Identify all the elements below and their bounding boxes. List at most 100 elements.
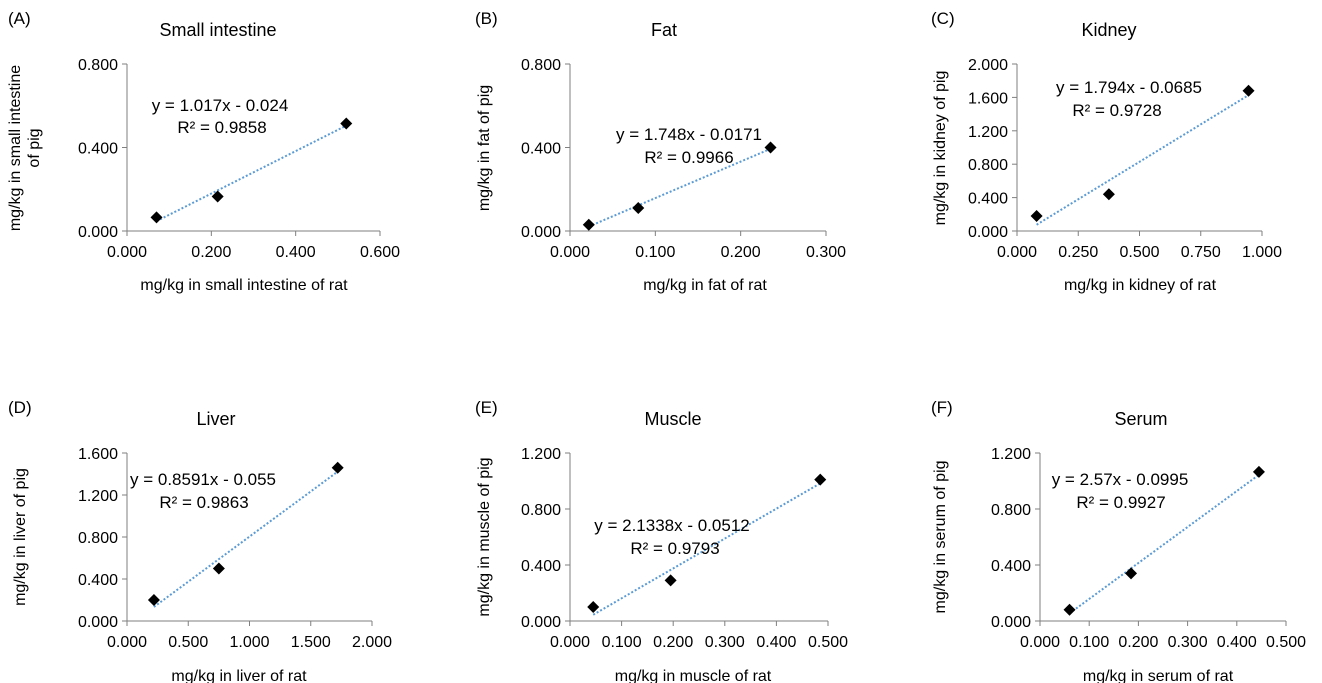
- chart-title: Liver: [196, 409, 235, 429]
- data-point: [1063, 603, 1076, 616]
- x-tick-label: 0.000: [997, 244, 1037, 261]
- x-tick-label: 0.750: [1181, 244, 1221, 261]
- data-point: [340, 117, 353, 130]
- x-tick-label: 1.000: [229, 634, 269, 651]
- y-tick-label: 0.800: [521, 57, 561, 74]
- x-tick-label: 0.250: [1058, 244, 1098, 261]
- x-tick-label: 0.100: [602, 634, 642, 651]
- panel-label: (D): [8, 398, 32, 417]
- trendline-equation: y = 1.017x - 0.024: [152, 96, 289, 115]
- x-tick-label: 0.500: [168, 634, 208, 651]
- r-squared-label: R² = 0.9728: [1072, 101, 1161, 120]
- data-point: [1030, 209, 1043, 222]
- x-tick-label: 0.200: [653, 634, 693, 651]
- trendline: [588, 147, 771, 228]
- x-tick-label: 2.000: [352, 634, 392, 651]
- x-tick-label: 0.500: [1266, 634, 1306, 651]
- r-squared-label: R² = 0.9793: [630, 539, 719, 558]
- x-tick-label: 0.200: [1118, 634, 1158, 651]
- scatter-panel-f: (F) Serum 0.000 0.400 0.800 1.200 0.000 0.100 0.…: [931, 398, 1306, 683]
- y-tick-label: 0.000: [521, 224, 561, 241]
- y-axis-label: mg/kg in fat of pig: [476, 85, 493, 211]
- y-tick-label: 0.400: [991, 558, 1031, 575]
- trendline: [156, 124, 347, 223]
- data-point: [1102, 188, 1115, 201]
- chart-title: Serum: [1114, 409, 1167, 429]
- x-tick-label: 0.000: [550, 634, 590, 651]
- scatter-panel-a: (A) Small intestine 0.000 0.400 0.800 0.000 0.…: [7, 9, 400, 294]
- data-point: [632, 202, 645, 215]
- y-tick-label: 1.600: [968, 90, 1008, 107]
- trendline: [1068, 474, 1260, 615]
- y-tick-label: 0.400: [521, 141, 561, 158]
- x-tick-label: 0.100: [1069, 634, 1109, 651]
- panel-label: (B): [475, 9, 498, 28]
- x-axis-label: mg/kg in fat of rat: [643, 277, 767, 294]
- x-tick-label: 0.000: [550, 244, 590, 261]
- data-point: [1242, 84, 1255, 97]
- panel-label: (F): [931, 398, 953, 417]
- x-tick-label: 0.200: [721, 244, 761, 261]
- x-axis-label: mg/kg in muscle of rat: [615, 668, 772, 683]
- y-tick-label: 0.000: [991, 614, 1031, 631]
- y-tick-label: 0.400: [78, 572, 118, 589]
- y-axis-label: mg/kg in kidney of pig: [932, 71, 949, 226]
- y-axis-label: mg/kg in small intestine of pig: [7, 65, 43, 231]
- y-tick-label: 1.200: [521, 446, 561, 463]
- y-axis-label: mg/kg in serum of pig: [932, 461, 949, 614]
- chart-title: Kidney: [1081, 20, 1136, 40]
- data-point: [587, 601, 600, 613]
- x-tick-label: 0.400: [276, 244, 316, 261]
- y-tick-label: 0.800: [521, 502, 561, 519]
- x-tick-label: 0.600: [360, 244, 400, 261]
- y-tick-label: 0.000: [78, 614, 118, 631]
- x-axis-label: mg/kg in kidney of rat: [1064, 277, 1217, 294]
- scatter-panel-d: (D) Liver 0.000 0.400 0.800 1.200 1.600 0.000 0.…: [8, 398, 392, 683]
- scatter-panel-b: (B) Fat 0.000 0.400 0.800 0.000 0.100 0.200 0.30…: [475, 9, 846, 294]
- y-axis-label: mg/kg in muscle of pig: [476, 457, 493, 616]
- data-point: [664, 574, 677, 587]
- trendline-equation: y = 0.8591x - 0.055: [130, 470, 276, 489]
- data-point: [147, 594, 160, 606]
- x-tick-label: 0.500: [1119, 244, 1159, 261]
- x-tick-label: 0.300: [806, 244, 846, 261]
- r-squared-label: R² = 0.9927: [1076, 493, 1165, 512]
- panel-label: (A): [8, 9, 31, 28]
- data-point: [331, 461, 344, 474]
- panel-label: (C): [931, 9, 955, 28]
- r-squared-label: R² = 0.9966: [644, 148, 733, 167]
- trendline: [1036, 94, 1250, 226]
- trendline-equation: y = 1.794x - 0.0685: [1056, 78, 1202, 97]
- r-squared-label: R² = 0.9863: [159, 493, 248, 512]
- y-tick-label: 1.200: [78, 488, 118, 505]
- y-tick-label: 0.800: [78, 530, 118, 547]
- y-tick-label: 0.000: [521, 614, 561, 631]
- panel-label: (E): [475, 398, 498, 417]
- data-point: [764, 141, 777, 154]
- y-tick-label: 1.600: [78, 446, 118, 463]
- x-tick-label: 0.000: [1020, 634, 1060, 651]
- data-point: [582, 218, 595, 231]
- trendline-equation: y = 2.57x - 0.0995: [1052, 470, 1189, 489]
- scatter-panel-e: (E) Muscle 0.000 0.400 0.800 1.200 0.000 0.100 0…: [475, 398, 848, 683]
- x-tick-label: 0.100: [635, 244, 675, 261]
- x-tick-label: 1.500: [291, 634, 331, 651]
- x-tick-label: 0.400: [1217, 634, 1257, 651]
- x-tick-label: 0.300: [705, 634, 745, 651]
- y-tick-label: 0.800: [78, 57, 118, 74]
- y-tick-label: 0.400: [968, 191, 1008, 208]
- x-tick-label: 0.400: [756, 634, 796, 651]
- r-squared-label: R² = 0.9858: [177, 118, 266, 137]
- data-point: [1125, 567, 1138, 580]
- y-tick-label: 0.400: [521, 558, 561, 575]
- y-tick-label: 0.400: [78, 141, 118, 158]
- x-axis-label: mg/kg in small intestine of rat: [140, 277, 348, 294]
- chart-title: Small intestine: [159, 20, 276, 40]
- trendline: [153, 470, 339, 608]
- x-tick-label: 0.200: [191, 244, 231, 261]
- y-tick-label: 2.000: [968, 57, 1008, 74]
- x-tick-label: 0.300: [1168, 634, 1208, 651]
- trendline-equation: y = 2.1338x - 0.0512: [594, 516, 749, 535]
- data-point: [212, 562, 225, 575]
